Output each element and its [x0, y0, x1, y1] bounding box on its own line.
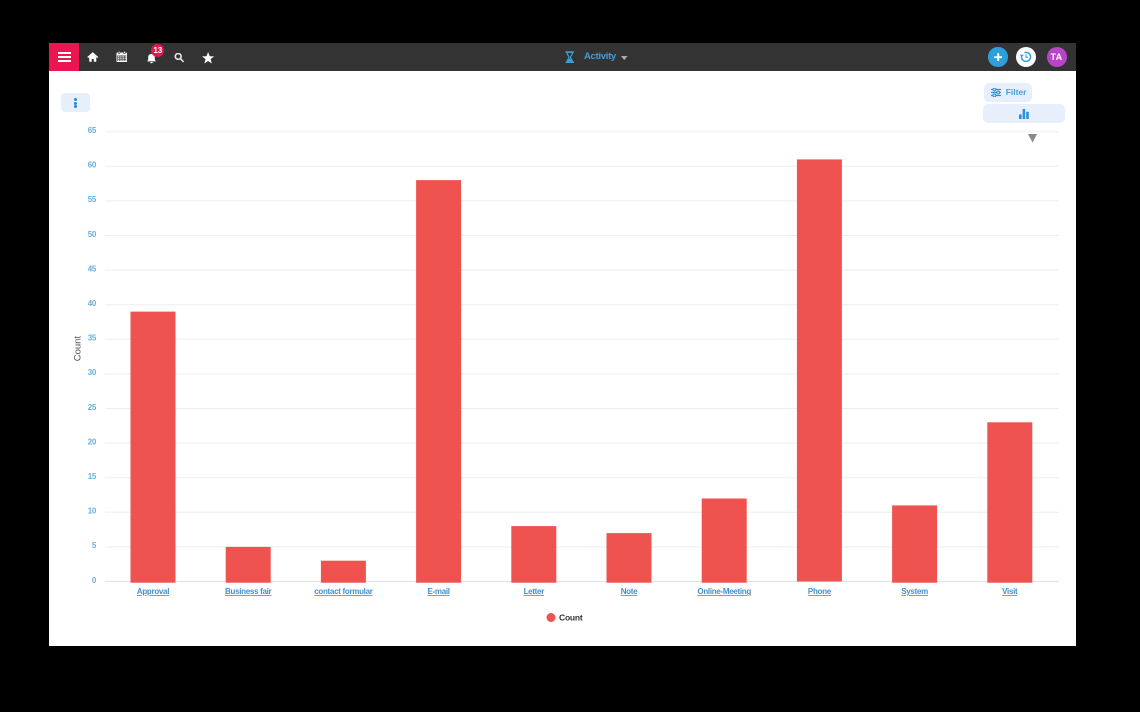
- svg-text:60: 60: [88, 161, 97, 170]
- svg-text:25: 25: [88, 403, 97, 412]
- svg-text:Note: Note: [621, 587, 638, 596]
- svg-text:Online-Meeting: Online-Meeting: [697, 587, 751, 596]
- svg-text:Letter: Letter: [524, 587, 545, 596]
- svg-text:35: 35: [88, 334, 97, 343]
- svg-text:20: 20: [88, 437, 97, 446]
- svg-text:45: 45: [88, 264, 97, 273]
- svg-text:Visit: Visit: [1002, 587, 1018, 596]
- svg-text:40: 40: [88, 299, 97, 308]
- svg-text:65: 65: [88, 126, 97, 135]
- svg-text:55: 55: [88, 195, 97, 204]
- svg-text:System: System: [901, 587, 928, 596]
- svg-text:0: 0: [92, 576, 97, 585]
- svg-text:15: 15: [88, 472, 97, 481]
- svg-text:contact formular: contact formular: [314, 587, 373, 596]
- svg-text:50: 50: [88, 230, 97, 239]
- svg-text:10: 10: [88, 507, 97, 516]
- svg-text:E-mail: E-mail: [427, 587, 449, 596]
- svg-text:Phone: Phone: [808, 587, 832, 596]
- svg-text:Count: Count: [559, 613, 583, 623]
- svg-text:30: 30: [88, 368, 97, 377]
- svg-text:Approval: Approval: [137, 587, 169, 596]
- svg-text:Business fair: Business fair: [225, 587, 272, 596]
- svg-text:5: 5: [92, 541, 97, 550]
- svg-text:Count: Count: [73, 336, 84, 362]
